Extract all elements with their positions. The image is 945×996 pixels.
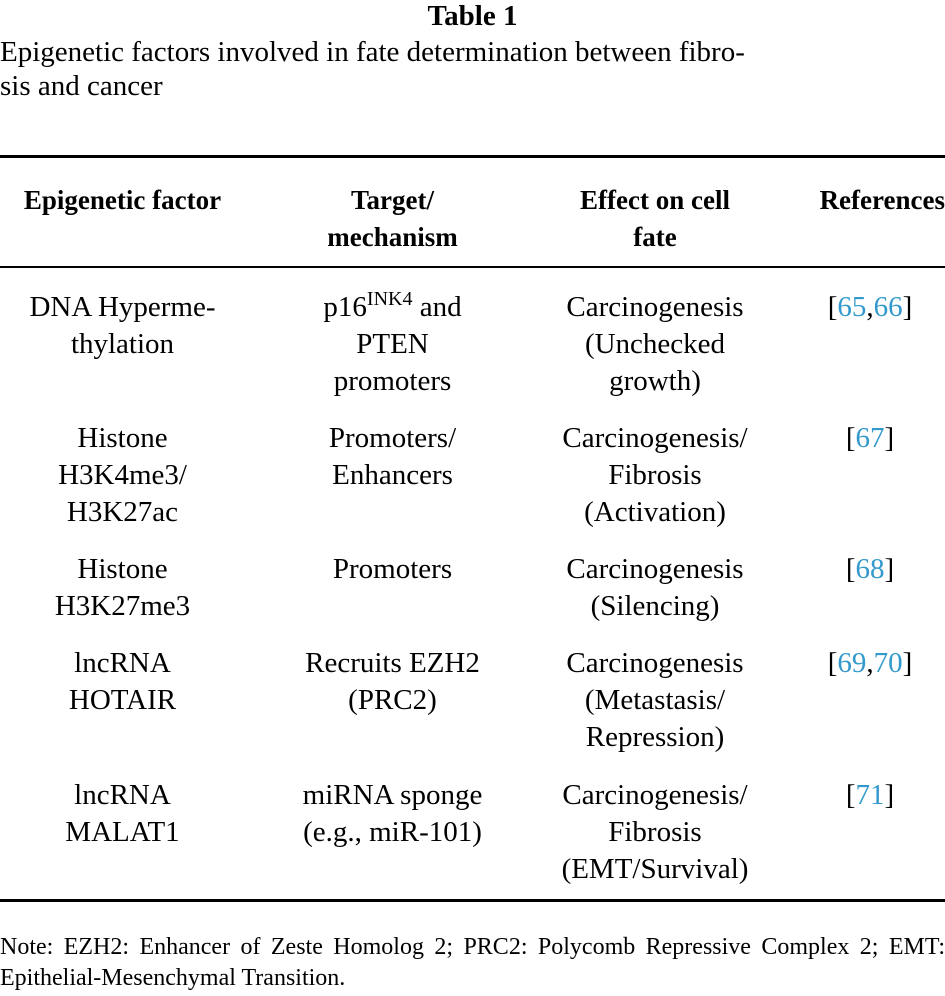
row-2-target: Promoters/ Enhancers [328,422,457,491]
row-5-references: [71] [845,779,895,811]
row-5-target: miRNA sponge (e.g., miR-101) [302,779,483,848]
header-references: References [819,185,945,215]
row-1-target: p16INK4 and PTEN promoters [265,289,520,400]
reference-link[interactable]: 70 [873,647,903,679]
top-rule [0,155,945,158]
row-3-target: Promoters [332,553,453,585]
row-1-target-superscript: INK4 [366,288,413,310]
reference-link[interactable]: 66 [873,291,903,323]
row-1-target-text-rest: and PTEN promoters [333,291,462,397]
reference-link[interactable]: 71 [855,779,885,811]
table-note: Note: EZH2: Enhancer of Zeste Homolog 2;… [0,934,945,991]
row-1-references: [65,66] [827,291,913,323]
row-4-effect: Carcinogenesis (Metastasis/ Repression) [566,647,744,753]
row-4-target: Recruits EZH2 (PRC2) [305,647,480,716]
reference-link[interactable]: 68 [855,553,885,585]
reference-link[interactable]: 69 [837,647,867,679]
row-4-references: [69,70] [827,647,913,679]
header-effect-on-cell-fate: Effect on cell fate [580,185,730,252]
header-target-mechanism: Target/ mechanism [327,185,458,252]
header-rule [0,266,945,268]
bottom-rule [0,899,945,902]
row-2-effect: Carcinogenesis/ Fibrosis (Activation) [562,422,748,528]
reference-link[interactable]: 65 [837,291,867,323]
row-5-factor: lncRNA MALAT1 [65,779,180,848]
row-4-factor: lncRNA HOTAIR [68,647,177,716]
row-2-references: [67] [845,422,895,454]
row-1-target-text: p16 [323,291,367,323]
row-1-factor: DNA Hyperme- thylation [29,291,216,360]
row-1-effect: Carcinogenesis (Unchecked growth) [566,291,744,397]
row-2-factor: Histone H3K4me3/ H3K27ac [58,422,187,528]
row-3-factor: Histone H3K27me3 [54,553,191,622]
table-caption: Epigenetic factors involved in fate dete… [0,36,745,102]
table-label: Table 1 [427,0,518,32]
header-epigenetic-factor: Epigenetic factor [23,185,222,215]
row-5-effect: Carcinogenesis/ Fibrosis (EMT/Survival) [561,779,749,885]
row-3-effect: Carcinogenesis (Silencing) [566,553,744,622]
reference-link[interactable]: 67 [855,422,885,454]
row-3-references: [68] [845,553,895,585]
